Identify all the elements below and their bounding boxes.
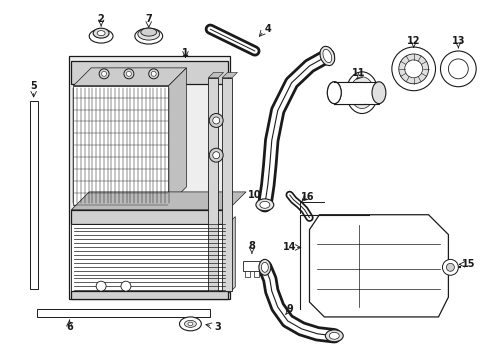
- Polygon shape: [168, 68, 186, 205]
- Circle shape: [151, 71, 156, 76]
- Bar: [253, 271, 258, 277]
- Circle shape: [96, 281, 106, 291]
- Circle shape: [102, 71, 106, 76]
- Text: 10: 10: [248, 190, 261, 200]
- Ellipse shape: [346, 72, 377, 113]
- Ellipse shape: [325, 330, 343, 342]
- Bar: [71, 210, 228, 224]
- Bar: [71, 291, 228, 299]
- Text: 5: 5: [30, 81, 37, 91]
- Polygon shape: [222, 72, 237, 78]
- Text: 8: 8: [248, 242, 255, 252]
- Circle shape: [209, 148, 223, 162]
- Ellipse shape: [187, 322, 192, 325]
- Ellipse shape: [319, 46, 334, 66]
- Polygon shape: [73, 68, 186, 86]
- Polygon shape: [71, 61, 228, 84]
- Ellipse shape: [371, 82, 385, 104]
- Ellipse shape: [326, 82, 341, 104]
- Ellipse shape: [258, 260, 270, 275]
- Circle shape: [391, 47, 435, 91]
- Circle shape: [212, 152, 219, 159]
- Ellipse shape: [97, 31, 105, 36]
- Bar: [222, 78, 232, 291]
- Text: 6: 6: [66, 322, 73, 332]
- Circle shape: [404, 60, 422, 78]
- Bar: [73, 86, 168, 205]
- Circle shape: [447, 59, 468, 79]
- Ellipse shape: [259, 201, 269, 208]
- Ellipse shape: [261, 262, 268, 272]
- Circle shape: [440, 51, 475, 87]
- Circle shape: [121, 281, 131, 291]
- Ellipse shape: [328, 332, 339, 339]
- Ellipse shape: [89, 29, 113, 43]
- Ellipse shape: [184, 320, 196, 327]
- Bar: [208, 78, 218, 291]
- Text: 14: 14: [283, 243, 296, 252]
- Bar: [334, 82, 378, 104]
- Text: 4: 4: [264, 24, 271, 34]
- Text: 12: 12: [406, 36, 420, 46]
- Circle shape: [99, 69, 109, 79]
- Text: 9: 9: [285, 304, 292, 314]
- Ellipse shape: [322, 49, 331, 63]
- Circle shape: [446, 264, 453, 271]
- Circle shape: [126, 71, 131, 76]
- Ellipse shape: [326, 82, 341, 104]
- Bar: [334, 82, 364, 104]
- Text: 2: 2: [98, 14, 104, 24]
- Ellipse shape: [135, 28, 163, 44]
- Bar: [243, 261, 260, 271]
- Circle shape: [442, 260, 457, 275]
- Text: 11: 11: [352, 68, 365, 78]
- Text: 3: 3: [214, 322, 221, 332]
- Circle shape: [209, 113, 223, 127]
- Bar: [37, 309, 210, 317]
- Circle shape: [148, 69, 158, 79]
- Polygon shape: [71, 192, 245, 210]
- Circle shape: [398, 54, 427, 84]
- Text: 1: 1: [182, 48, 188, 58]
- Ellipse shape: [255, 199, 273, 211]
- Polygon shape: [309, 215, 447, 317]
- Circle shape: [123, 69, 134, 79]
- Text: 16: 16: [300, 192, 314, 202]
- Bar: [69, 56, 230, 299]
- Ellipse shape: [93, 28, 109, 38]
- Polygon shape: [208, 72, 223, 78]
- Circle shape: [212, 117, 219, 124]
- Ellipse shape: [138, 28, 160, 40]
- Bar: [71, 224, 228, 294]
- Text: 13: 13: [450, 36, 464, 46]
- Ellipse shape: [349, 77, 373, 109]
- Bar: [244, 271, 249, 277]
- Bar: [30, 100, 38, 289]
- Ellipse shape: [141, 28, 156, 36]
- Polygon shape: [228, 216, 235, 294]
- Ellipse shape: [179, 317, 201, 331]
- Text: 7: 7: [145, 14, 152, 24]
- Text: 15: 15: [461, 259, 474, 269]
